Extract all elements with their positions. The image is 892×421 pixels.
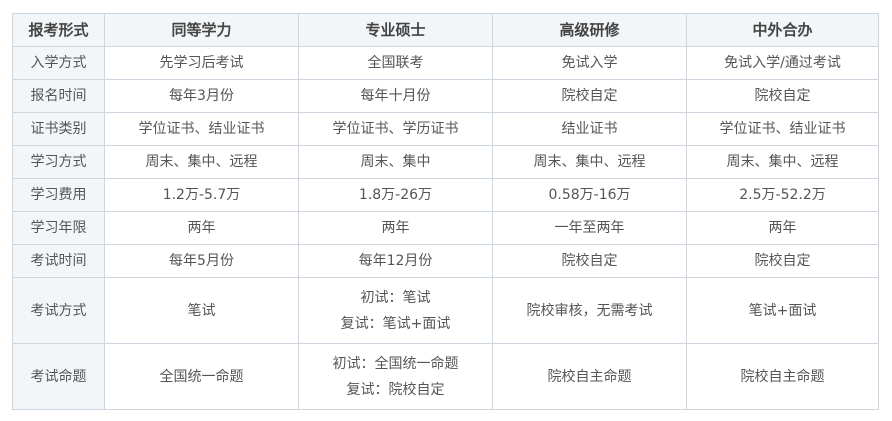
table-cell: 每年5月份 [104,244,299,278]
cell-line: 初试：笔试 [360,289,431,306]
table-cell: 院校审核，无需考试 [492,277,687,344]
table-row: 学习年限 两年 两年 一年至两年 两年 [12,211,879,245]
comparison-table: 报考形式 同等学力 专业硕士 高级研修 中外合办 入学方式 先学习后考试 全国联考 免试入学免… [12,13,879,410]
column-header: 专业硕士 [298,13,493,47]
table-cell: 0.58万-16万 [492,178,687,212]
table-row: 学习费用 1.2万-5.7万 1.8万-26万 0.58万-16万 2.5万-52.2万 [12,178,879,212]
table-cell: 院校自定 [686,79,879,113]
table-cell: 两年 [104,211,299,245]
table-cell: 一年至两年 [492,211,687,245]
table-cell: 1.2万-5.7万 [104,178,299,212]
table-row: 证书类别 学位证书、结业证书 学位证书、学历证书 结业证书 学位证书、结业证书 [12,112,879,146]
table-cell: 周末、集中、远程 [104,145,299,179]
table-cell: 周末、集中、远程 [492,145,687,179]
table-cell: 学位证书、学历证书 [298,112,493,146]
table-cell: 两年 [298,211,493,245]
header-row: 报考形式 同等学力 专业硕士 高级研修 中外合办 [12,13,879,47]
table-cell: 免试入学/通过考试 [686,46,879,80]
row-header: 考试方式 [12,277,105,344]
table-cell: 每年3月份 [104,79,299,113]
table-cell: 结业证书 [492,112,687,146]
table-cell: 学位证书、结业证书 [104,112,299,146]
table-cell: 院校自定 [686,244,879,278]
table-cell: 院校自定 [492,244,687,278]
cell-line: 复试：笔试+面试 [340,315,451,332]
table-cell: 笔试+面试 [686,277,879,344]
table-cell: 周末、集中、远程 [686,145,879,179]
table-row: 报名时间 每年3月份 每年十月份 院校自定 院校自定 [12,79,879,113]
table-cell: 初试：全国统一命题 复试：院校自定 [298,343,493,410]
table-row: 入学方式 先学习后考试 全国联考 免试入学 免试入学/通过考试 [12,46,879,80]
table-cell: 先学习后考试 [104,46,299,80]
table-cell: 两年 [686,211,879,245]
column-header: 报考形式 [12,13,105,47]
row-header: 报名时间 [12,79,105,113]
table-row: 考试命题 全国统一命题 初试：全国统一命题 复试：院校自定 院校自主命题 院校自主命题 [12,343,879,410]
table-cell: 全国统一命题 [104,343,299,410]
cell-line: 复试：院校自定 [346,381,445,398]
table-cell: 院校自主命题 [492,343,687,410]
table-row: 考试方式 笔试 初试：笔试 复试：笔试+面试 院校审核，无需考试 笔试+面试 [12,277,879,344]
table-cell: 2.5万-52.2万 [686,178,879,212]
table-cell: 初试：笔试复试：笔试+面试 [298,277,493,344]
column-header: 同等学力 [104,13,299,47]
row-header: 学习年限 [12,211,105,245]
table-cell: 全国联考 [298,46,493,80]
table-cell: 院校自定 [492,79,687,113]
table-cell: 免试入学 [492,46,687,80]
table-cell: 院校自主命题 [686,343,879,410]
table-cell: 学位证书、结业证书 [686,112,879,146]
row-header: 考试时间 [12,244,105,278]
row-header: 学习方式 [12,145,105,179]
table-cell: 每年十月份 [298,79,493,113]
table-cell: 周末、集中 [298,145,493,179]
table-row: 考试时间 每年5月份 每年12月份 院校自定 院校自定 [12,244,879,278]
row-header: 入学方式 [12,46,105,80]
column-header: 高级研修 [492,13,687,47]
column-header: 中外合办 [686,13,879,47]
table-cell: 笔试 [104,277,299,344]
table-cell: 1.8万-26万 [298,178,493,212]
table-row: 学习方式 周末、集中、远程 周末、集中 周末、集中、远程 周末、集中、远程 [12,145,879,179]
row-header: 证书类别 [12,112,105,146]
table-cell: 每年12月份 [298,244,493,278]
cell-line: 初试：全国统一命题 [332,355,459,372]
row-header: 考试命题 [12,343,105,410]
row-header: 学习费用 [12,178,105,212]
